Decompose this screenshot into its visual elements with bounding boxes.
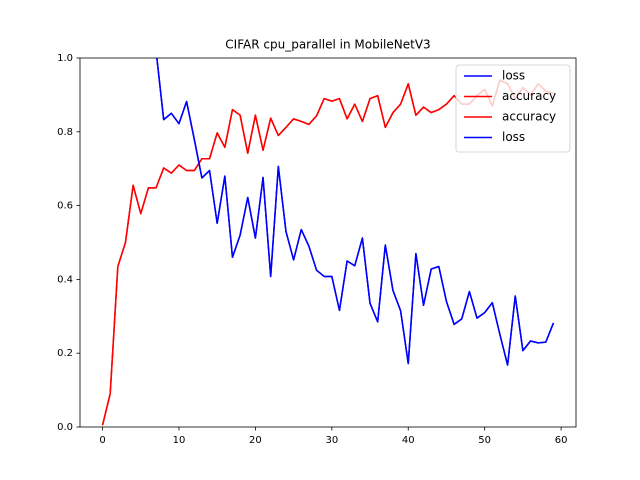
legend-label: loss [502, 130, 525, 144]
legend-label: loss [502, 69, 525, 83]
chart-title: CIFAR cpu_parallel in MobileNetV3 [225, 38, 430, 52]
y-tick-label: 0.4 [57, 274, 73, 285]
axes-frame [79, 57, 577, 428]
x-tick-label: 10 [173, 435, 186, 446]
legend-box [455, 64, 571, 153]
legend: loss accuracy accuracy loss [455, 64, 571, 153]
y-tick-label: 1.0 [57, 53, 73, 64]
series-line [156, 58, 555, 366]
y-tick-label: 0.8 [57, 127, 73, 138]
x-tick-label: 60 [555, 435, 568, 446]
x-tick-label: 40 [402, 435, 415, 446]
x-tick-label: 30 [325, 435, 338, 446]
y-tick-label: 0.2 [57, 348, 73, 359]
x-tick-label: 0 [99, 435, 105, 446]
y-tick-label: 0.0 [57, 422, 73, 433]
x-tick-label: 50 [478, 435, 491, 446]
x-tick-label: 20 [249, 435, 262, 446]
legend-label: accuracy [502, 110, 556, 124]
y-tick-label: 0.6 [57, 201, 73, 212]
legend-label: accuracy [502, 89, 556, 103]
